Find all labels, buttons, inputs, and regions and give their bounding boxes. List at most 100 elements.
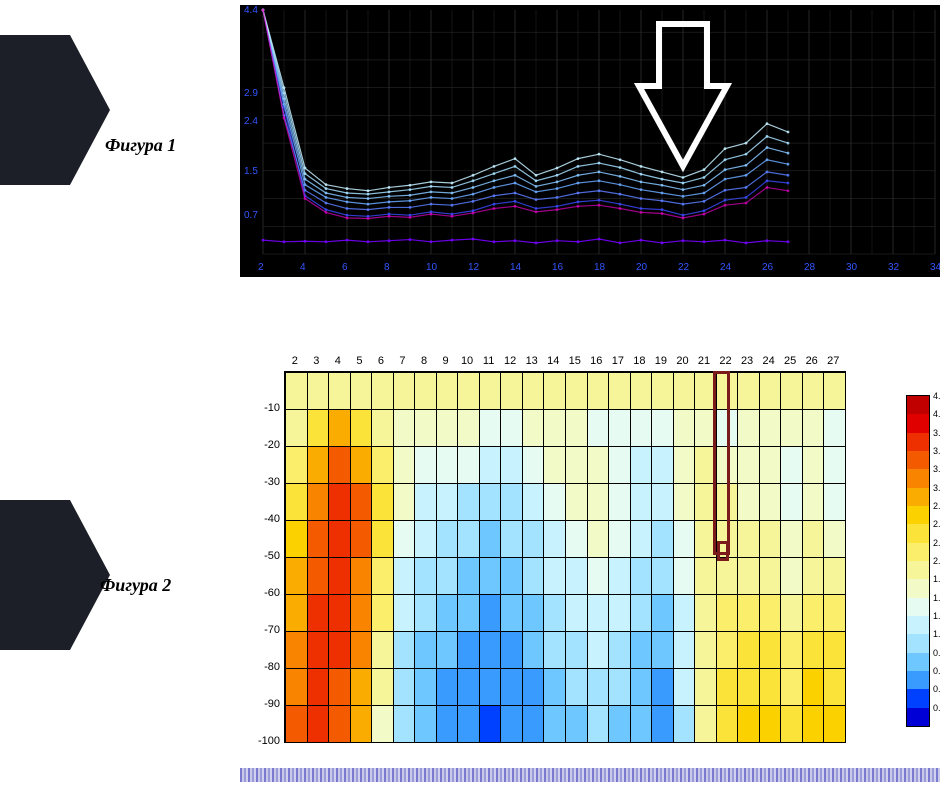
colorbar-swatch (907, 561, 929, 579)
heatmap-cell (543, 446, 566, 484)
heatmap-cell (823, 557, 846, 595)
chart2-xtick: 18 (633, 355, 645, 367)
heatmap-cell (500, 557, 523, 595)
colorbar-swatch (907, 579, 929, 597)
heatmap-cell (500, 705, 523, 743)
chart1-xtick: 10 (426, 262, 438, 273)
heatmap-cell (630, 594, 653, 632)
heatmap-cell (823, 705, 846, 743)
heatmap-cell (802, 631, 825, 669)
chart2-xtick: 26 (806, 355, 818, 367)
heatmap-cell (608, 372, 631, 410)
heatmap-cell (285, 705, 308, 743)
heatmap-cell (522, 446, 545, 484)
heatmap-cell (823, 668, 846, 706)
heatmap-cell (371, 594, 394, 632)
chart1-xtick: 28 (804, 262, 816, 273)
heatmap-cell (522, 409, 545, 447)
heatmap-cell (780, 483, 803, 521)
heatmap-cell (587, 520, 610, 558)
heatmap-cell (608, 483, 631, 521)
heatmap-cell (436, 631, 459, 669)
colorbar-swatch (907, 414, 929, 432)
heatmap-cell (737, 483, 760, 521)
heatmap-cell (694, 557, 717, 595)
heatmap-cell (630, 372, 653, 410)
heatmap-cell (737, 520, 760, 558)
chart2-ytick: -80 (244, 661, 280, 673)
chart1-ytick: 4.4 (244, 6, 258, 16)
heatmap-cell (565, 594, 588, 632)
heatmap-cell (673, 631, 696, 669)
heatmap-cell (307, 594, 330, 632)
colorbar-swatch (907, 396, 929, 414)
chart1-xtick: 26 (762, 262, 774, 273)
chart2-xtick: 27 (827, 355, 839, 367)
heatmap-cell (414, 631, 437, 669)
heatmap-cell (608, 557, 631, 595)
heatmap-cell (350, 557, 373, 595)
heatmap-cell (522, 557, 545, 595)
colorbar-swatch (907, 451, 929, 469)
heatmap-cell (737, 372, 760, 410)
heatmap-cell (350, 520, 373, 558)
heatmap-cell (285, 483, 308, 521)
heatmap-cell (500, 372, 523, 410)
chart2-xtick: 5 (356, 355, 362, 367)
heatmap-cell (802, 594, 825, 632)
heatmap-cell (759, 372, 782, 410)
heatmap-cell (759, 409, 782, 447)
heatmap-cell (393, 483, 416, 521)
heatmap-cell (436, 705, 459, 743)
chart1-xtick: 20 (636, 262, 648, 273)
heatmap-cell (436, 520, 459, 558)
chart-1: 0.71.52.42.94.42468101214161820222426283… (240, 5, 940, 277)
heatmap-cell (522, 631, 545, 669)
heatmap-cell (479, 372, 502, 410)
heatmap-cell (436, 483, 459, 521)
heatmap-cell (457, 409, 480, 447)
heatmap-cell (780, 631, 803, 669)
colorbar-label: 1.03 (933, 629, 940, 639)
chart1-ytick: 2.4 (244, 116, 258, 127)
decorative-chevron-1 (0, 35, 70, 185)
colorbar-label: 0.00 (933, 703, 940, 713)
chart2-xtick: 8 (421, 355, 427, 367)
colorbar-label: 3.10 (933, 483, 940, 493)
heatmap-cell (673, 520, 696, 558)
heatmap-cell (414, 705, 437, 743)
heatmap-cell (565, 446, 588, 484)
chart2-xtick: 24 (762, 355, 774, 367)
heatmap-cell (500, 409, 523, 447)
heatmap-cell (608, 705, 631, 743)
heatmap-cell (436, 446, 459, 484)
heatmap-cell (802, 705, 825, 743)
heatmap-cell (543, 705, 566, 743)
chart1-xtick: 30 (846, 262, 858, 273)
figure-2-label: Фигура 2 (100, 575, 171, 596)
heatmap-cell (694, 705, 717, 743)
heatmap-cell (543, 631, 566, 669)
heatmap-cell (479, 409, 502, 447)
heatmap-cell (608, 668, 631, 706)
heatmap-cell (479, 631, 502, 669)
heatmap-cell (716, 668, 739, 706)
heatmap-cell (694, 631, 717, 669)
heatmap-cell (479, 557, 502, 595)
heatmap-cell (393, 594, 416, 632)
heatmap-cell (780, 557, 803, 595)
chart2-xtick: 20 (676, 355, 688, 367)
heatmap-cell (716, 631, 739, 669)
heatmap-cell (759, 705, 782, 743)
noise-strip (240, 768, 940, 782)
heatmap-cell (307, 705, 330, 743)
heatmap-cell (436, 668, 459, 706)
heatmap-cell (307, 409, 330, 447)
heatmap-cell (285, 409, 308, 447)
heatmap-cell (307, 668, 330, 706)
heatmap-cell (737, 409, 760, 447)
heatmap-cell (500, 520, 523, 558)
chart2-ytick: -40 (244, 513, 280, 525)
chart2-xtick: 15 (569, 355, 581, 367)
heatmap-cell (802, 557, 825, 595)
